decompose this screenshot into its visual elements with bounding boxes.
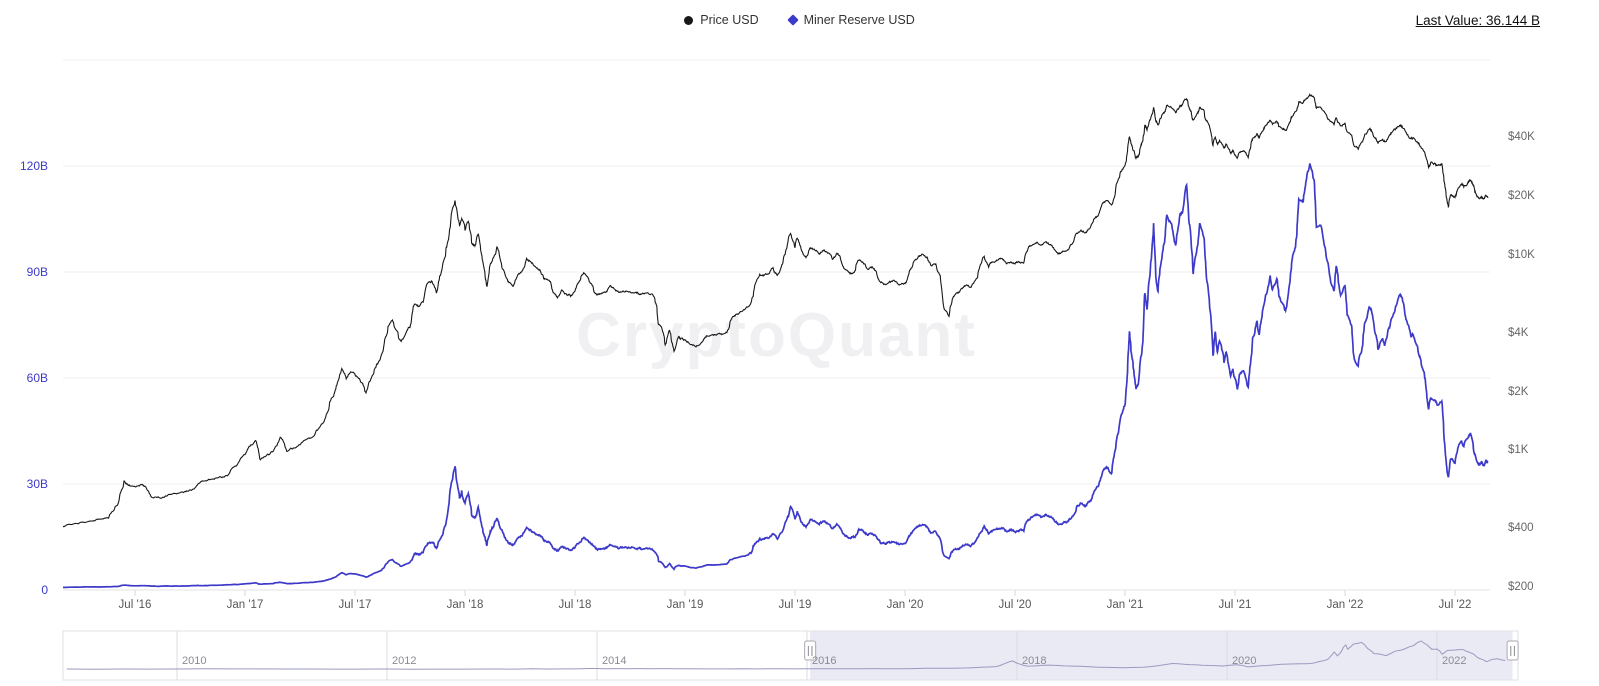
navigator-selected-range[interactable] xyxy=(810,631,1513,680)
y-axis-left-label-90B: 90B xyxy=(26,265,48,279)
x-axis-label: Jan '17 xyxy=(226,599,264,611)
navigator-left-handle[interactable] xyxy=(804,640,817,661)
navigator-year-label-2016: 2016 xyxy=(812,655,837,667)
legend-item-price-usd[interactable]: Price USD xyxy=(684,13,759,27)
x-axis-label: Jul '17 xyxy=(338,599,372,611)
y-axis-right-label-400: $400 xyxy=(1508,522,1534,535)
y-axis-left-label-0: 0 xyxy=(41,583,48,597)
y-axis-right-label-20K: $20K xyxy=(1508,190,1535,202)
legend-label: Miner Reserve USD xyxy=(803,13,915,27)
legend-item-miner-reserve-usd[interactable]: Miner Reserve USD xyxy=(786,13,915,27)
y-axis-left-label-60B: 60B xyxy=(26,371,48,385)
x-axis-label: Jan '19 xyxy=(666,599,704,611)
chart-legend: Price USD Miner Reserve USD xyxy=(0,13,1599,27)
navigator-sparkline xyxy=(66,640,1506,670)
y-axis-right-label-200: $200 xyxy=(1508,581,1534,593)
price-line xyxy=(63,93,1489,528)
diamond-marker-icon xyxy=(786,14,799,26)
x-axis-label: Jan '22 xyxy=(1326,599,1364,611)
navigator[interactable] xyxy=(62,630,1519,681)
x-axis-label: Jul '19 xyxy=(778,599,812,611)
last-value-label: Last Value: 36.144 B xyxy=(1415,13,1540,28)
y-axis-left-label-120B: 120B xyxy=(19,159,48,173)
navigator-left-handle-grip[interactable] xyxy=(804,640,817,661)
circle-marker-icon xyxy=(684,15,694,25)
navigator-year-label-2010: 2010 xyxy=(182,655,207,667)
y-axis-left-label-30B: 30B xyxy=(26,477,48,491)
navigator-year-label-2012: 2012 xyxy=(392,655,417,667)
y-axis-right-label-1K: $1K xyxy=(1508,444,1529,457)
x-axis-label: Jul '21 xyxy=(1218,599,1252,611)
navigator-year-label-2020: 2020 xyxy=(1232,655,1257,667)
cryptoquant-watermark: CryptoQuant xyxy=(63,300,1490,371)
x-axis-label: Jul '22 xyxy=(1438,599,1472,611)
x-axis-label: Jan '21 xyxy=(1106,599,1144,611)
x-axis-label: Jan '20 xyxy=(886,599,924,611)
x-axis-label: Jul '20 xyxy=(998,599,1032,611)
y-axis-right-label-40K: $40K xyxy=(1508,131,1535,144)
navigator-year-label-2018: 2018 xyxy=(1022,655,1047,667)
navigator-year-label-2022: 2022 xyxy=(1442,655,1467,667)
navigator-right-handle[interactable] xyxy=(1506,640,1519,661)
miner-reserve-line xyxy=(63,163,1489,589)
x-axis-label: Jan '18 xyxy=(446,599,484,611)
plot-area[interactable] xyxy=(63,50,1490,590)
y-axis-right-label-10K: $10K xyxy=(1508,248,1535,261)
legend-label: Price USD xyxy=(700,13,759,27)
navigator-year-label-2014: 2014 xyxy=(602,655,627,667)
navigator-right-handle-grip[interactable] xyxy=(1506,640,1519,661)
x-axis-label: Jul '16 xyxy=(118,599,152,611)
x-axis-label: Jul '18 xyxy=(558,599,592,611)
y-axis-right-label-4K: $4K xyxy=(1508,326,1529,339)
y-axis-right-label-2K: $2K xyxy=(1508,385,1529,398)
